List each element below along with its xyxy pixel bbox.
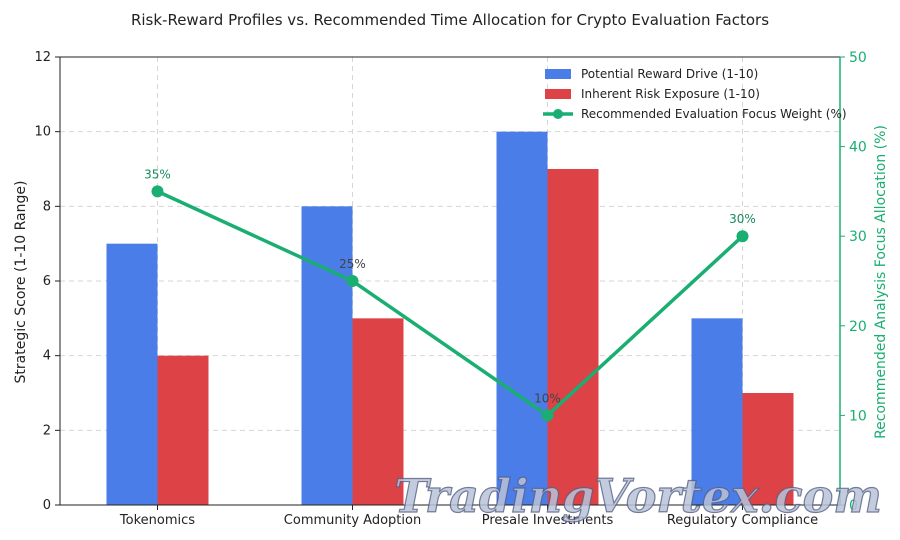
legend-label: Potential Reward Drive (1-10) xyxy=(581,67,758,81)
legend-label: Inherent Risk Exposure (1-10) xyxy=(581,87,760,101)
y-tick-label: 10 xyxy=(34,125,51,140)
watermark: TradingVortex.com xyxy=(394,469,882,523)
focus-weight-point xyxy=(541,409,554,422)
y-tick-label: 2 xyxy=(43,423,51,438)
data-label-percent: 10% xyxy=(534,391,561,405)
y2-tick-label: 20 xyxy=(849,319,867,335)
x-tick-label: Presale Investments xyxy=(482,513,614,528)
y2-tick-label: 0 xyxy=(849,498,858,514)
x-tick-label: Regulatory Compliance xyxy=(667,513,818,528)
bar-risk xyxy=(547,169,599,505)
legend-swatch xyxy=(545,89,571,99)
legend-swatch-marker xyxy=(553,109,563,119)
y-tick-label: 6 xyxy=(43,274,51,289)
data-label-percent: 35% xyxy=(144,167,171,181)
y2-tick-label: 50 xyxy=(849,50,867,66)
focus-weight-point xyxy=(736,230,749,243)
y-axis-label: Strategic Score (1-10 Range) xyxy=(13,181,29,384)
y2-tick-label: 40 xyxy=(849,140,867,156)
y-tick-label: 8 xyxy=(43,199,51,214)
legend-swatch xyxy=(545,69,571,79)
data-label-percent: 25% xyxy=(339,257,366,271)
y2-tick-label: 10 xyxy=(849,408,867,424)
chart-title: Risk-Reward Profiles vs. Recommended Tim… xyxy=(131,11,769,29)
bar-reward xyxy=(106,243,158,505)
bars xyxy=(106,131,794,506)
legend: Potential Reward Drive (1-10) Inherent Ri… xyxy=(543,67,847,121)
bar-risk xyxy=(742,393,794,505)
bar-reward xyxy=(496,131,548,505)
x-tick-label: Community Adoption xyxy=(284,513,421,528)
y-tick-label: 12 xyxy=(34,50,51,65)
data-label-percent: 30% xyxy=(729,212,756,226)
bar-risk xyxy=(352,318,404,505)
y-tick-label: 0 xyxy=(43,498,51,513)
x-tick-label: Tokenomics xyxy=(119,513,195,528)
y-tick-label: 4 xyxy=(43,349,51,364)
focus-weight-line xyxy=(156,189,744,418)
axes: 0 2 4 6 8 10 12 0 10 20 30 40 50 Tokenomics Community … xyxy=(34,50,866,528)
focus-line: 35% 25% 10% 30% xyxy=(144,167,756,422)
bar-reward xyxy=(691,318,743,505)
bar-reward xyxy=(301,206,353,506)
y2-tick-label: 30 xyxy=(849,229,867,245)
focus-weight-point xyxy=(151,185,164,198)
bar-risk xyxy=(157,355,209,505)
focus-weight-point xyxy=(346,275,359,287)
legend-label: Recommended Evaluation Focus Weight (%) xyxy=(581,107,847,121)
y2-axis-label: Recommended Analysis Focus Allocation (%… xyxy=(873,125,889,439)
